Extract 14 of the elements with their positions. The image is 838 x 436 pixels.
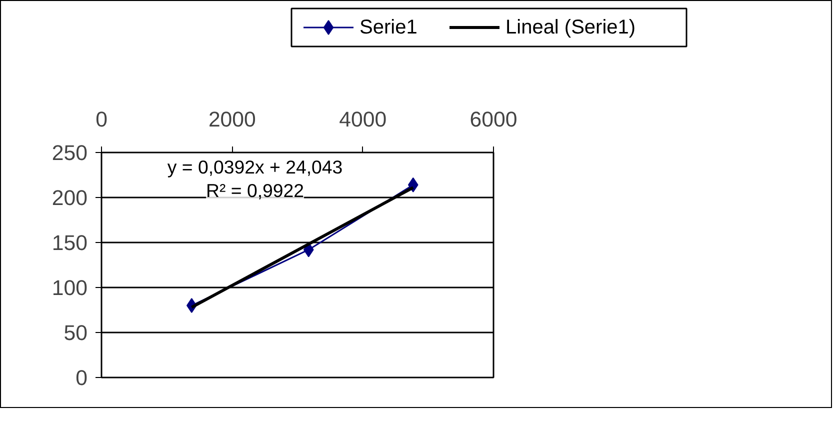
y-tick-label: 150 <box>52 231 88 255</box>
annotation: R² = 0,9922 <box>206 180 304 201</box>
y-tick-label: 200 <box>52 186 88 210</box>
y-tick-label: 250 <box>52 141 88 165</box>
y-tick-label: 100 <box>52 276 88 300</box>
annotation: y = 0,0392x + 24,043 <box>167 156 343 178</box>
y-tick-label: 0 <box>76 366 88 390</box>
legend-label: Lineal (Serie1) <box>506 16 636 38</box>
legend-label: Serie1 <box>360 16 418 38</box>
x-tick-label: 6000 <box>470 108 518 132</box>
y-tick-label: 50 <box>64 321 88 345</box>
x-tick-label: 2000 <box>208 108 256 132</box>
x-tick-label: 4000 <box>339 108 387 132</box>
x-tick-label: 0 <box>96 108 108 132</box>
